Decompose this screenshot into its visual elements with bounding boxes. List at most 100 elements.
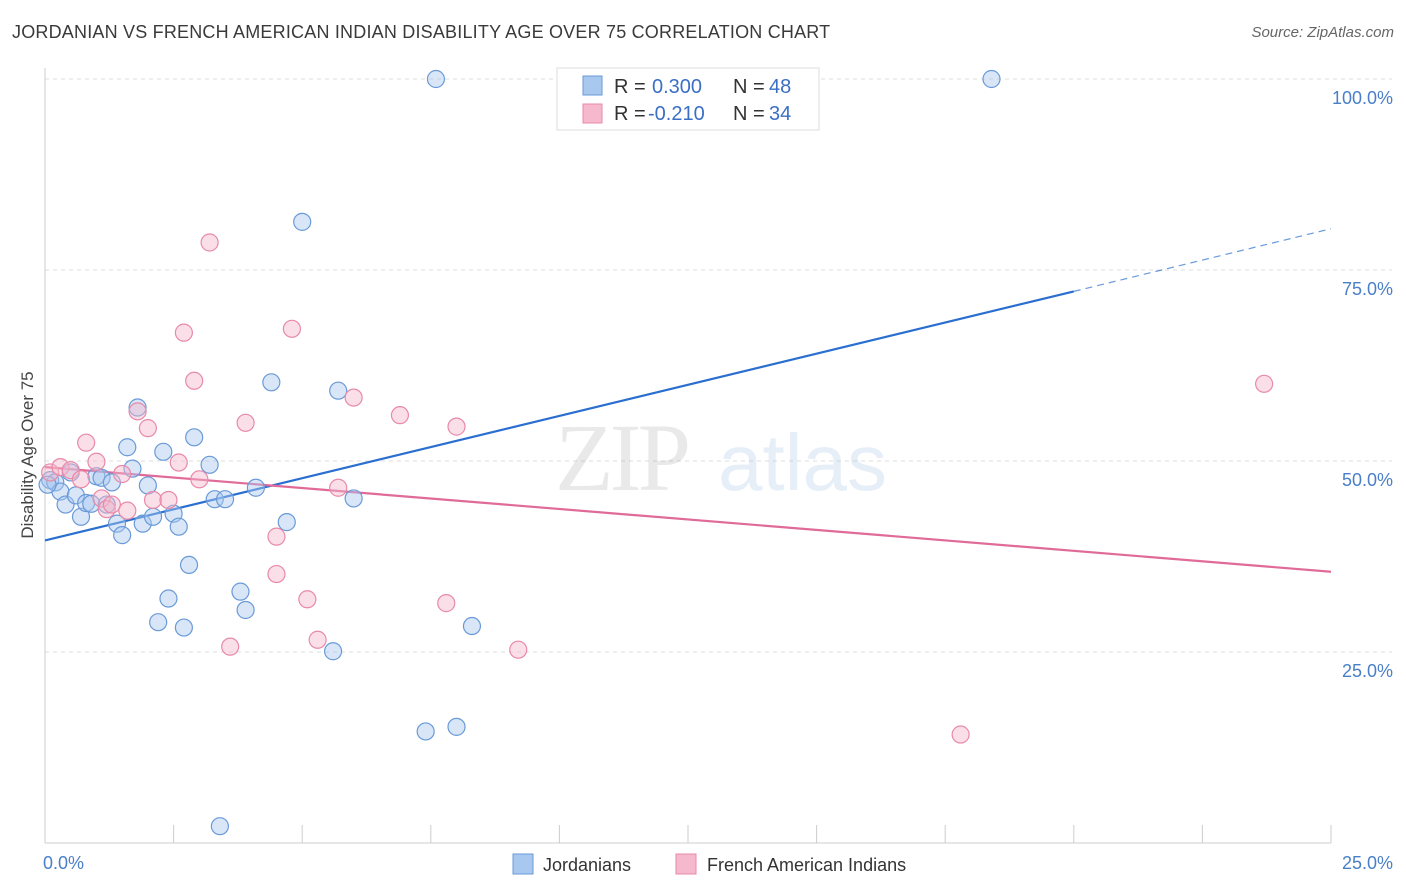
point-series0-42 — [416, 722, 435, 741]
point-series0-13 — [107, 514, 127, 533]
point-series0-27 — [179, 555, 199, 575]
bottom-legend-swatch-jordanians — [512, 853, 534, 875]
point-series1-4 — [77, 433, 96, 452]
point-series1-18 — [190, 470, 209, 489]
watermark-atlas: atlas — [718, 418, 887, 507]
x-tick-label-0: 0.0% — [43, 853, 84, 873]
point-series0-29 — [200, 455, 219, 474]
point-series0-37 — [277, 513, 296, 532]
y-tick-label-3: 25.0% — [1342, 661, 1393, 681]
trend-line-series1 — [44, 466, 1332, 573]
bottom-legend-label-french-american-indians: French American Indians — [707, 855, 906, 875]
point-series0-22 — [154, 442, 173, 461]
point-series0-16 — [123, 459, 142, 478]
point-series0-32 — [215, 490, 235, 509]
point-series1-2 — [61, 461, 80, 480]
point-series1-20 — [221, 637, 240, 656]
point-series0-21 — [149, 613, 168, 632]
point-series1-11 — [128, 402, 147, 421]
point-series1-26 — [308, 630, 327, 649]
point-series0-43 — [426, 69, 446, 89]
point-series1-25 — [298, 590, 317, 609]
source-label: Source: ZipAtlas.com — [1251, 24, 1394, 41]
point-series0-36 — [262, 373, 281, 392]
point-series1-34 — [1255, 374, 1274, 393]
point-series1-12 — [138, 419, 157, 438]
legend-swatch-french-american-indians — [582, 103, 603, 124]
point-series1-19 — [200, 233, 219, 252]
legend-n-label-2: N = — [733, 103, 765, 125]
legend-swatch-jordanians — [582, 75, 603, 96]
point-series0-17 — [128, 398, 147, 417]
point-series1-30 — [437, 594, 456, 613]
legend-r-value-2: -0.210 — [648, 103, 705, 125]
point-series1-21 — [236, 413, 255, 432]
grid-lines — [45, 78, 1392, 653]
point-series0-39 — [323, 642, 343, 661]
point-series0-40 — [329, 381, 348, 400]
point-series1-22 — [267, 527, 286, 546]
point-series1-17 — [185, 371, 204, 390]
point-series1-27 — [329, 478, 348, 497]
legend-r-label-2: R = — [614, 103, 646, 125]
point-series0-28 — [185, 428, 204, 447]
point-series1-16 — [174, 323, 193, 342]
point-series0-25 — [169, 517, 188, 536]
point-series1-6 — [92, 489, 111, 508]
bottom-legend-label-jordanians: Jordanians — [543, 855, 631, 875]
point-series1-14 — [159, 490, 178, 510]
y-tick-label-2: 50.0% — [1342, 470, 1393, 490]
point-series1-31 — [447, 417, 466, 436]
bottom-legend: Jordanians French American Indians — [512, 853, 906, 875]
y-tick-label-0: 100.0% — [1332, 88, 1393, 108]
point-series0-10 — [92, 468, 111, 487]
point-series0-34 — [236, 600, 255, 620]
point-series0-41 — [344, 489, 363, 508]
point-series0-38 — [293, 212, 312, 231]
legend-n-value-1: 48 — [769, 76, 791, 98]
y-tick-label-1: 75.0% — [1342, 279, 1393, 299]
point-series0-44 — [447, 717, 466, 736]
point-series1-13 — [143, 490, 163, 510]
point-series0-14 — [113, 526, 132, 545]
top-legend: R = 0.300 N = 48 R = -0.210 N = 34 — [556, 67, 820, 131]
point-series1-0 — [41, 463, 60, 482]
point-series0-3 — [56, 495, 75, 514]
point-series1-3 — [71, 470, 91, 489]
bottom-legend-swatch-french-american-indians — [675, 853, 697, 875]
point-series1-23 — [267, 564, 286, 584]
data-points — [38, 69, 1274, 836]
chart-title: JORDANIAN VS FRENCH AMERICAN INDIAN DISA… — [12, 22, 831, 42]
legend-r-label-1: R = — [614, 76, 646, 98]
point-series1-5 — [87, 452, 106, 471]
x-tick-label-1: 25.0% — [1342, 853, 1393, 873]
point-series1-24 — [282, 319, 302, 338]
point-series0-20 — [143, 507, 163, 526]
point-series1-8 — [102, 495, 121, 514]
point-series1-9 — [113, 464, 132, 484]
point-series1-29 — [390, 406, 410, 425]
point-series1-32 — [509, 640, 528, 659]
point-series0-46 — [982, 69, 1001, 89]
point-series1-1 — [51, 458, 70, 477]
point-series0-15 — [118, 438, 137, 457]
point-series0-23 — [159, 589, 178, 608]
point-series0-31 — [210, 817, 229, 836]
tick-labels: 100.0% 75.0% 50.0% 25.0% 0.0% 25.0% — [43, 88, 1393, 873]
legend-n-label-1: N = — [733, 76, 765, 98]
point-series1-33 — [951, 725, 970, 744]
point-series0-30 — [205, 490, 224, 509]
point-series1-28 — [344, 388, 363, 407]
watermark-zip: ZIP — [555, 404, 688, 511]
point-series0-45 — [462, 616, 482, 636]
point-series0-6 — [71, 507, 91, 526]
point-series0-26 — [174, 618, 193, 637]
point-series1-10 — [118, 501, 137, 520]
legend-r-value-1: 0.300 — [652, 76, 702, 98]
y-axis-label: Disability Age Over 75 — [18, 371, 37, 538]
legend-n-value-2: 34 — [769, 103, 791, 125]
point-series0-5 — [66, 486, 85, 505]
trend-line-extension-series0 — [1073, 228, 1332, 292]
trend-lines — [44, 228, 1332, 573]
